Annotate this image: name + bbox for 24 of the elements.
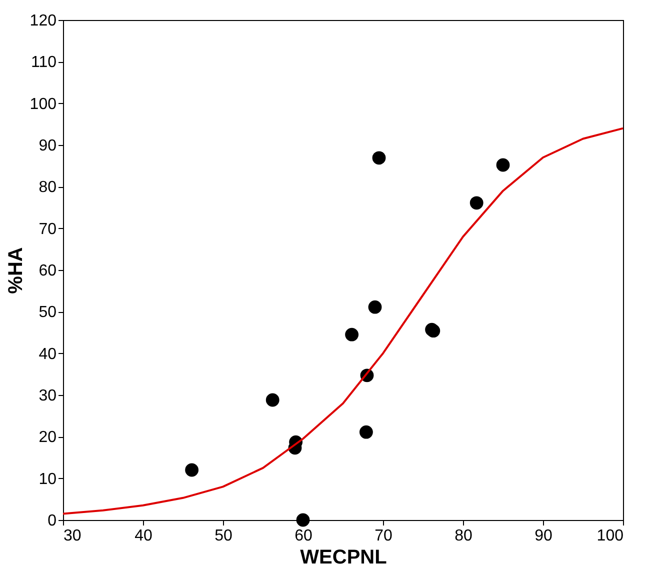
x-tick-label: 60: [294, 528, 312, 544]
x-tick-label: 80: [454, 528, 472, 544]
y-tick-label: 100: [30, 96, 57, 113]
x-tick-label: 40: [134, 528, 152, 544]
x-tick-label: 50: [214, 528, 232, 544]
y-axis-title: %HA: [4, 247, 27, 294]
y-tick-label: 30: [38, 388, 57, 404]
x-tick-label: 100: [596, 528, 624, 544]
y-tick-label: 0: [48, 512, 57, 530]
y-tick-label: 40: [38, 346, 57, 363]
y-tick-label: 90: [38, 138, 57, 154]
line-series: [62, 127, 624, 515]
y-tick-label: 70: [38, 220, 57, 238]
x-tick-label: 90: [534, 528, 552, 544]
y-tick-label: 120: [30, 12, 57, 30]
x-tick-label: 30: [64, 528, 82, 544]
y-tick-label: 60: [38, 262, 57, 280]
x-axis-title: WECPNL: [300, 546, 387, 568]
y-tick-label: 80: [38, 179, 57, 196]
x-tick-label: 70: [374, 528, 392, 544]
y-tick-label: 110: [30, 54, 57, 72]
y-tick-label: 10: [38, 470, 57, 488]
y-tick-label: 50: [38, 304, 57, 322]
y-tick-label: 20: [38, 429, 57, 446]
